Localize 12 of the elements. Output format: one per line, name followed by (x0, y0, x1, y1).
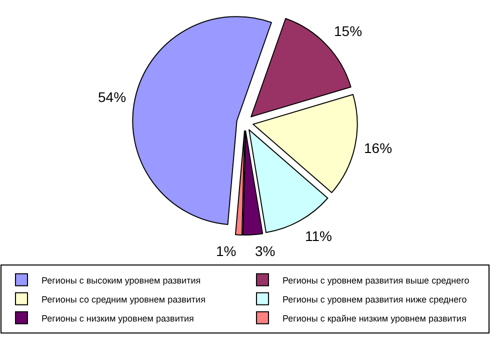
data-label: 11% (305, 228, 332, 244)
data-label: 1% (216, 243, 236, 259)
data-label: 15% (334, 23, 362, 39)
data-label: 16% (364, 140, 392, 156)
legend-label: Регионы с низким уровнем развития (42, 313, 194, 324)
data-label: 54% (98, 89, 126, 105)
legend-label: Регионы с высоким уровнем развития (42, 275, 201, 286)
legend-label: Регионы со средним уровнем развития (42, 294, 206, 304)
legend-label: Регионы с крайне низким уровнем развития (282, 313, 466, 324)
legend-label: Регионы с уровнем развития ниже среднего (282, 294, 467, 304)
data-label: 3% (255, 243, 276, 259)
legend-label: Регионы с уровнем развития выше среднего (282, 275, 470, 286)
